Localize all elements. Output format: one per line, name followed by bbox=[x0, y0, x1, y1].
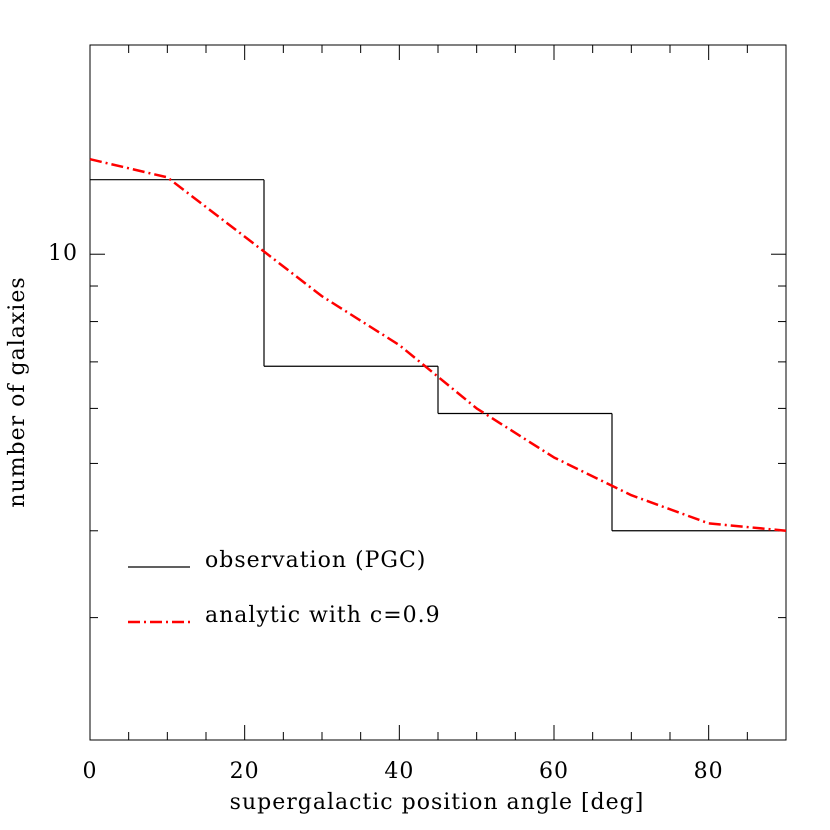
analytic-curve bbox=[89, 157, 787, 533]
x-tick-label: 60 bbox=[539, 759, 569, 784]
x-tick-label: 20 bbox=[230, 759, 260, 784]
x-tick-label: 80 bbox=[694, 759, 724, 784]
legend-label: analytic with c=0.9 bbox=[205, 603, 441, 628]
x-axis-label: supergalactic position angle [deg] bbox=[230, 790, 645, 815]
y-axis-label: number of galaxies bbox=[5, 276, 30, 507]
legend-label: observation (PGC) bbox=[205, 548, 426, 573]
y-tick-label: 10 bbox=[48, 241, 78, 266]
x-tick-label: 40 bbox=[384, 759, 414, 784]
x-tick-label: 0 bbox=[83, 759, 98, 784]
